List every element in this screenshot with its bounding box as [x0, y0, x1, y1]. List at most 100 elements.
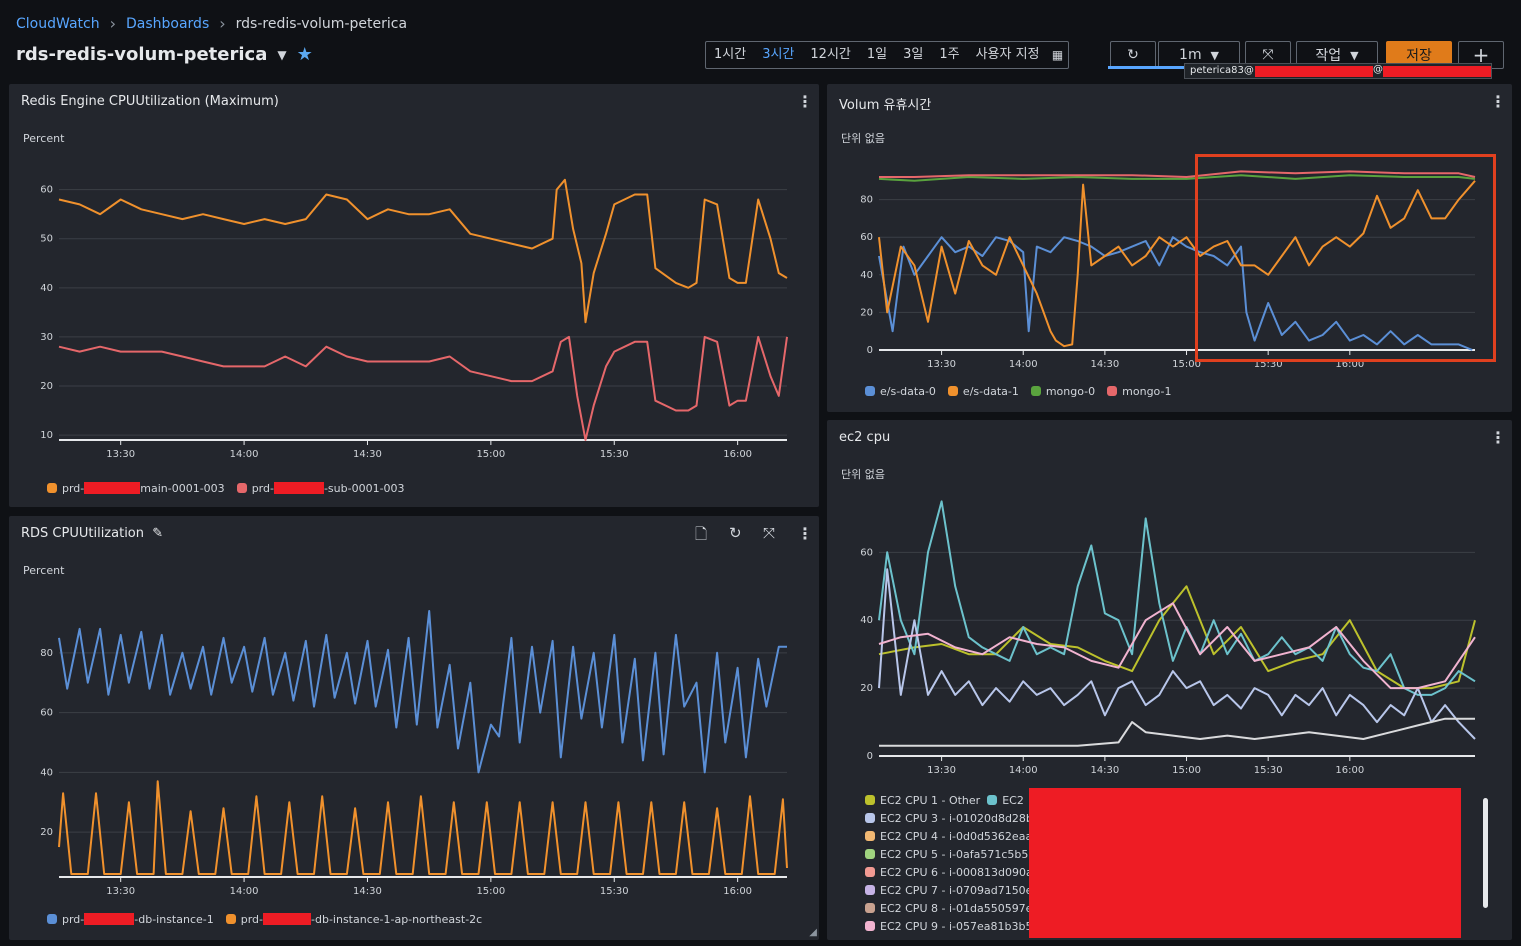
time-option-custom[interactable]: 사용자 지정: [975, 47, 1040, 62]
legend-item-redis-main[interactable]: prd-main-0001-003: [47, 482, 225, 495]
y-axis-unit: 단위 없음: [841, 132, 885, 145]
x-tick-label: 16:00: [723, 449, 752, 460]
fullscreen-icon[interactable]: ⤧: [763, 524, 776, 542]
y-axis-unit: 단위 없음: [841, 468, 885, 481]
edit-icon[interactable]: ✎: [152, 526, 164, 541]
y-axis-unit: Percent: [23, 132, 65, 145]
x-tick-label: 14:00: [1009, 765, 1038, 776]
time-range-selector: 1시간 3시간 12시간 1일 3일 1주 사용자 지정 ▦: [705, 41, 1069, 69]
x-tick-label: 14:30: [353, 449, 382, 460]
series-line: [878, 174, 1476, 182]
legend-item-redis-sub[interactable]: prd- -sub-0001-003: [236, 482, 405, 495]
series-line: [58, 335, 788, 441]
legend-item-rds-instance-2c[interactable]: prd- -db-instance-1-ap-northeast-2c: [225, 913, 482, 926]
widget-title: Redis Engine CPUUtilization (Maximum): [21, 94, 279, 109]
widget-menu-icon[interactable]: ⋮: [1490, 428, 1506, 447]
legend-swatch: [47, 483, 57, 493]
legend-item-es-data-0[interactable]: e/s-data-0: [865, 385, 936, 398]
widget-title: ec2 cpu: [839, 430, 891, 445]
x-tick-label: 15:30: [1254, 359, 1283, 370]
x-tick-label: 16:00: [723, 886, 752, 897]
rds-cpu-widget: RDS CPUUtilization ✎ 🗋 ↻ ⤧ ⋮ Percent 20 4…: [9, 516, 819, 940]
refresh-icon: ↻: [1127, 47, 1139, 63]
breadcrumb-dashboards-link[interactable]: Dashboards: [125, 15, 210, 32]
breadcrumb-cloudwatch-link[interactable]: CloudWatch: [16, 15, 100, 32]
y-tick-label: 40: [40, 767, 53, 778]
x-tick-label: 14:30: [353, 886, 382, 897]
y-tick-label: 80: [860, 195, 873, 206]
legend-swatch: [865, 903, 875, 913]
x-tick-label: 15:00: [476, 886, 505, 897]
legend-item-ec2-7[interactable]: EC2 CPU 7 - i-0709ad7150e: [865, 882, 1033, 900]
redaction-block: [84, 913, 135, 925]
favorite-star-icon[interactable]: ★: [296, 44, 313, 65]
legend-item-ec2-4[interactable]: EC2 CPU 4 - i-0d0d5362eaa: [865, 828, 1033, 846]
refresh-progress: [1108, 66, 1240, 69]
legend-swatch: [1107, 386, 1118, 396]
widget-menu-icon[interactable]: ⋮: [797, 92, 813, 111]
x-tick-label: 13:30: [106, 886, 135, 897]
title-row: rds-redis-volum-peterica ▼ ★: [16, 44, 313, 65]
series-line: [878, 585, 1476, 690]
time-option-1w[interactable]: 1주: [939, 47, 960, 62]
widget-menu-icon[interactable]: ⋮: [797, 524, 813, 543]
x-tick-label: 15:00: [1172, 765, 1201, 776]
y-tick-label: 0: [867, 345, 873, 356]
legend-item-ec2-9[interactable]: EC2 CPU 9 - i-057ea81b3b5: [865, 918, 1033, 936]
dashboard-dropdown-icon[interactable]: ▼: [277, 47, 287, 62]
series-line: [58, 610, 787, 774]
y-tick-label: 10: [40, 430, 53, 441]
y-tick-label: 30: [40, 332, 53, 343]
legend-item-mongo-1[interactable]: mongo-1: [1107, 385, 1171, 398]
resize-handle-icon[interactable]: ◢: [809, 927, 817, 938]
page-title: rds-redis-volum-peterica: [16, 44, 268, 65]
chart-legend: EC2 CPU 1 - Other EC2 EC2 CPU 3 - i-0102…: [865, 792, 1033, 936]
redaction-block: [273, 482, 324, 494]
x-tick-label: 16:00: [1335, 765, 1364, 776]
fullscreen-icon: ⤧: [1262, 47, 1274, 63]
time-option-1h[interactable]: 1시간: [714, 47, 747, 62]
legend-item-rds-instance-1[interactable]: prd- -db-instance-1: [47, 913, 214, 926]
time-option-3h[interactable]: 3시간: [762, 47, 795, 62]
y-tick-label: 60: [860, 547, 873, 558]
refresh-icon[interactable]: ↻: [729, 524, 742, 542]
redaction-block: [84, 482, 141, 494]
widget-title: RDS CPUUtilization ✎: [21, 526, 164, 541]
y-tick-label: 20: [40, 827, 53, 838]
x-tick-label: 14:30: [1090, 359, 1119, 370]
time-option-1d[interactable]: 1일: [866, 47, 888, 62]
legend-item-mongo-0[interactable]: mongo-0: [1030, 385, 1095, 398]
legend-item-es-data-1[interactable]: e/s-data-1: [947, 385, 1019, 398]
legend-scrollbar[interactable]: [1483, 798, 1488, 908]
legend-swatch: [865, 813, 875, 823]
series-line: [58, 780, 788, 875]
widget-menu-icon[interactable]: ⋮: [1490, 92, 1506, 111]
y-axis-unit: Percent: [23, 564, 65, 577]
y-tick-label: 40: [860, 615, 873, 626]
legend-swatch: [865, 831, 875, 841]
chevron-right-icon: ›: [219, 14, 226, 33]
chart-legend: e/s-data-0 e/s-data-1 mongo-0 mongo-1: [865, 385, 1171, 398]
breadcrumb: CloudWatch › Dashboards › rds-redis-volu…: [16, 14, 407, 33]
x-tick-label: 13:30: [927, 765, 956, 776]
document-icon[interactable]: 🗋: [695, 525, 708, 543]
refresh-button[interactable]: ↻: [1110, 41, 1156, 69]
legend-item-ec2-5[interactable]: EC2 CPU 5 - i-0afa571c5b5: [865, 846, 1033, 864]
y-tick-label: 60: [40, 708, 53, 719]
y-tick-label: 80: [40, 648, 53, 659]
legend-item-ec2-1[interactable]: EC2 CPU 1 - Other EC2: [865, 792, 1033, 810]
x-tick-label: 14:00: [1009, 359, 1038, 370]
legend-swatch: [947, 386, 958, 396]
x-tick-label: 14:00: [230, 886, 259, 897]
legend-swatch: [865, 386, 875, 396]
y-tick-label: 60: [860, 232, 873, 243]
legend-item-ec2-8[interactable]: EC2 CPU 8 - i-01da550597e: [865, 900, 1033, 918]
legend-item-ec2-6[interactable]: EC2 CPU 6 - i-000813d090a: [865, 864, 1033, 882]
time-option-3d[interactable]: 3일: [903, 47, 924, 62]
calendar-icon[interactable]: ▦: [1051, 48, 1064, 62]
legend-swatch: [865, 849, 875, 859]
volum-idle-chart: 0 20 40 60 80 13:30 14:00 14:30 15:00 15:30 16:00: [860, 170, 1476, 370]
y-tick-label: 40: [860, 270, 873, 281]
legend-item-ec2-3[interactable]: EC2 CPU 3 - i-01020d8d28b: [865, 810, 1033, 828]
time-option-12h[interactable]: 12시간: [810, 47, 851, 62]
